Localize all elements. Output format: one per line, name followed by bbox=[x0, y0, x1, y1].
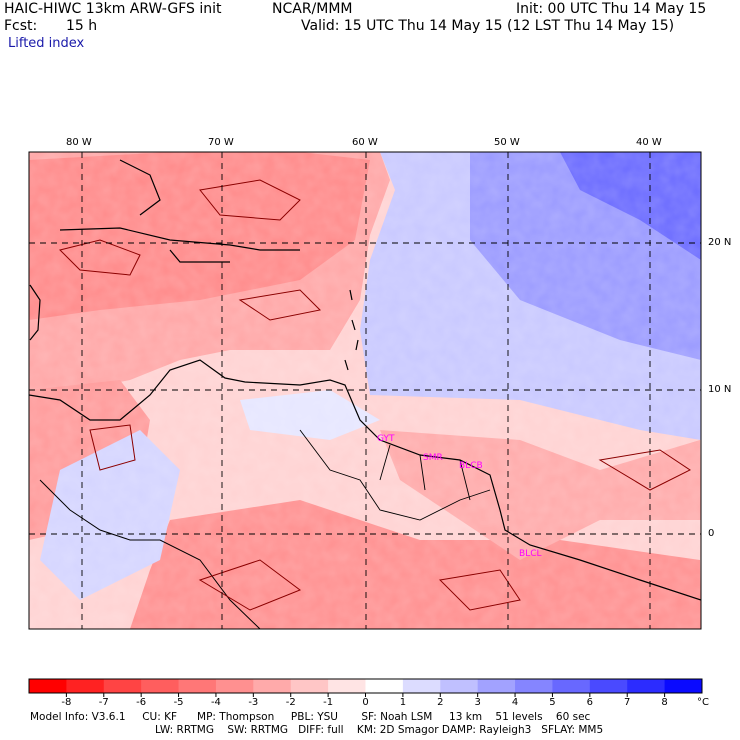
colorbar-tick-label: -6 bbox=[136, 697, 146, 708]
colorbar-tick-label: -4 bbox=[211, 697, 221, 708]
colorbar-tick-label: 5 bbox=[549, 697, 555, 708]
colorbar-tick-label: -5 bbox=[174, 697, 184, 708]
lon-label-50w: 50 W bbox=[494, 137, 520, 148]
lon-label-80w: 80 W bbox=[66, 137, 92, 148]
colorbar-cell bbox=[402, 679, 441, 693]
lat-label-0: 0 bbox=[708, 528, 715, 539]
colorbar-tick-label: 1 bbox=[400, 697, 406, 708]
model-info-line2: LW: RRTMG SW: RRTMG DIFF: full KM: 2D Sm… bbox=[155, 724, 604, 736]
valid-time: Valid: 15 UTC Thu 14 May 15 (12 LST Thu … bbox=[301, 18, 675, 34]
colorbar-tick-label: -1 bbox=[323, 697, 333, 708]
colorbar-cell bbox=[552, 679, 591, 693]
colorbar-cell bbox=[328, 679, 366, 693]
colorbar-cell bbox=[664, 679, 703, 693]
colorbar-tick-label: 8 bbox=[661, 697, 667, 708]
map-frame bbox=[28, 151, 702, 630]
colorbar-tick-label: -7 bbox=[99, 697, 109, 708]
li-contours bbox=[59, 179, 691, 611]
colorbar-cell bbox=[29, 679, 67, 693]
init-time: Init: 00 UTC Thu 14 May 15 bbox=[516, 1, 707, 17]
station-label-gyt: GYT bbox=[377, 434, 395, 444]
coastline-antilles bbox=[29, 159, 300, 341]
colorbar-cell bbox=[477, 679, 516, 693]
lon-label-40w: 40 W bbox=[636, 137, 662, 148]
colorbar-cell bbox=[515, 679, 553, 693]
center-label: NCAR/MMM bbox=[272, 1, 353, 17]
border-andes bbox=[39, 479, 261, 629]
coastline-lesser-antilles bbox=[344, 289, 359, 371]
station-label-blcl: BLCL bbox=[519, 549, 542, 559]
colorbar-cells bbox=[29, 679, 703, 693]
lon-label-70w: 70 W bbox=[208, 137, 234, 148]
colorbar-cell bbox=[141, 679, 180, 693]
country-borders bbox=[299, 429, 491, 521]
colorbar-tick-label: -3 bbox=[248, 697, 258, 708]
coastline-south-america-north bbox=[29, 359, 701, 601]
lat-label-10n: 10 N bbox=[708, 384, 732, 395]
lat-label-20n: 20 N bbox=[708, 237, 732, 248]
colorbar-tick-label: 6 bbox=[587, 697, 593, 708]
model-title: HAIC-HIWC 13km ARW-GFS init bbox=[4, 1, 222, 17]
colorbar-cell bbox=[178, 679, 217, 693]
colorbar-ticks: -8 -7 -6 -5 -4 -3 -2 -1 0 1 2 3 4 5 6 7 8 bbox=[61, 693, 668, 708]
forecast-hour: 15 h bbox=[66, 18, 98, 34]
map-texture bbox=[29, 152, 701, 629]
colorbar-cell bbox=[365, 679, 404, 693]
colorbar-cell bbox=[290, 679, 329, 693]
colorbar-cell bbox=[66, 679, 105, 693]
colorbar-tick-label: 3 bbox=[474, 697, 480, 708]
colorbar-unit: °C bbox=[697, 697, 709, 708]
colorbar-tick-label: -8 bbox=[61, 697, 71, 708]
lat-lon-grid bbox=[29, 152, 701, 629]
field-name: Lifted index bbox=[8, 36, 85, 51]
colorbar-tick-label: 2 bbox=[437, 697, 443, 708]
colorbar-cell bbox=[253, 679, 292, 693]
colorbar-cell bbox=[215, 679, 254, 693]
colorbar-tick-label: -2 bbox=[286, 697, 296, 708]
forecast-label: Fcst: bbox=[4, 18, 38, 34]
lon-label-60w: 60 W bbox=[352, 137, 378, 148]
colorbar-tick-label: 0 bbox=[362, 697, 368, 708]
colorbar-cell bbox=[103, 679, 142, 693]
colorbar-tick-label: 7 bbox=[624, 697, 630, 708]
colorbar-cell bbox=[627, 679, 666, 693]
colorbar-tick-label: 4 bbox=[512, 697, 518, 708]
colorbar: -8 -7 -6 -5 -4 -3 -2 -1 0 1 2 3 4 5 6 7 8 °C bbox=[28, 678, 709, 708]
station-label-smr: SMR bbox=[423, 453, 443, 463]
model-info-line1: Model Info: V3.6.1 CU: KF MP: Thompson P… bbox=[30, 711, 591, 723]
colorbar-cell bbox=[440, 679, 479, 693]
colorbar-cell bbox=[589, 679, 628, 693]
station-label-blcb: BLCB bbox=[459, 461, 483, 471]
